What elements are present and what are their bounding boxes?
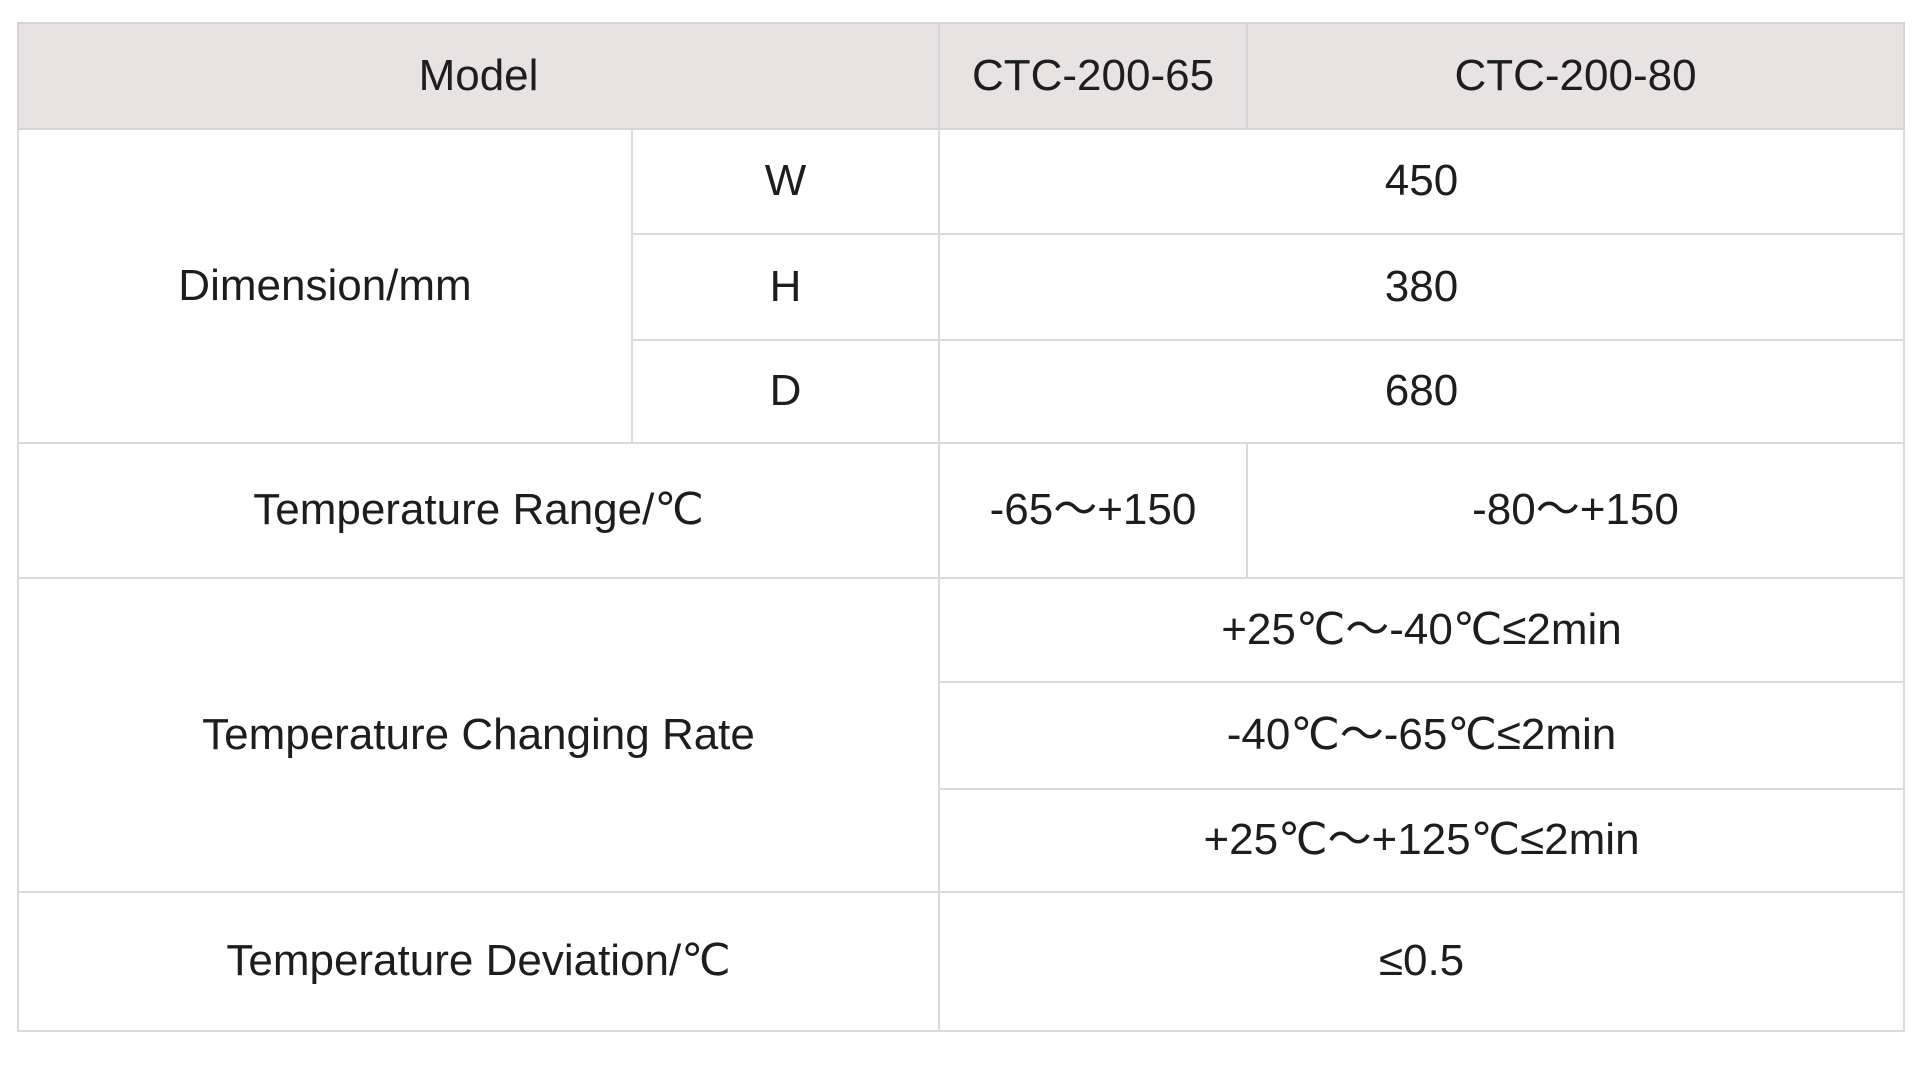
- changing-rate-value-3-cell: +25℃～+125℃≤2min: [938, 788, 1905, 893]
- temperature-range-label-cell: Temperature Range/℃: [17, 442, 940, 579]
- temperature-deviation-label-cell: Temperature Deviation/℃: [17, 891, 940, 1032]
- dimension-value-d-cell: 680: [938, 339, 1905, 444]
- table-row: D 680: [18, 339, 1905, 444]
- table-row: Temperature Deviation/℃ ≤0.5: [17, 891, 1905, 1032]
- dimension-axis-d-cell: D: [631, 339, 940, 444]
- changing-rate-value-1-cell: +25℃～-40℃≤2min: [938, 577, 1905, 683]
- table-row: Dimension/mm W 450: [17, 128, 1905, 444]
- specification-table: Model CTC-200-65 CTC-200-80 Dimension/mm…: [17, 22, 1905, 1032]
- temperature-deviation-value-cell: ≤0.5: [938, 891, 1905, 1032]
- dimension-value-h-cell: 380: [938, 233, 1905, 341]
- model-header-cell: Model: [17, 22, 940, 130]
- dimension-label-cell: Dimension/mm: [17, 128, 633, 444]
- dimension-axis-w-cell: W: [631, 128, 940, 235]
- temperature-range-model-2-cell: -80～+150: [1246, 442, 1905, 579]
- dimension-axis-h-cell: H: [631, 233, 940, 341]
- temperature-range-model-1-cell: -65～+150: [938, 442, 1248, 579]
- table-row: Temperature Changing Rate +25℃～-40℃≤2min: [17, 577, 1905, 893]
- model-1-header-cell: CTC-200-65: [938, 22, 1248, 130]
- changing-rate-label-cell: Temperature Changing Rate: [17, 577, 940, 893]
- table-row: -40℃～-65℃≤2min: [18, 681, 1905, 790]
- table-row: H 380: [18, 233, 1905, 341]
- table-header-row: Model CTC-200-65 CTC-200-80: [17, 22, 1905, 130]
- dimension-value-w-cell: 450: [938, 128, 1905, 235]
- table-row: +25℃～+125℃≤2min: [18, 788, 1905, 893]
- table-row: Temperature Range/℃ -65～+150 -80～+150: [17, 442, 1905, 579]
- model-2-header-cell: CTC-200-80: [1246, 22, 1905, 130]
- changing-rate-value-2-cell: -40℃～-65℃≤2min: [938, 681, 1905, 790]
